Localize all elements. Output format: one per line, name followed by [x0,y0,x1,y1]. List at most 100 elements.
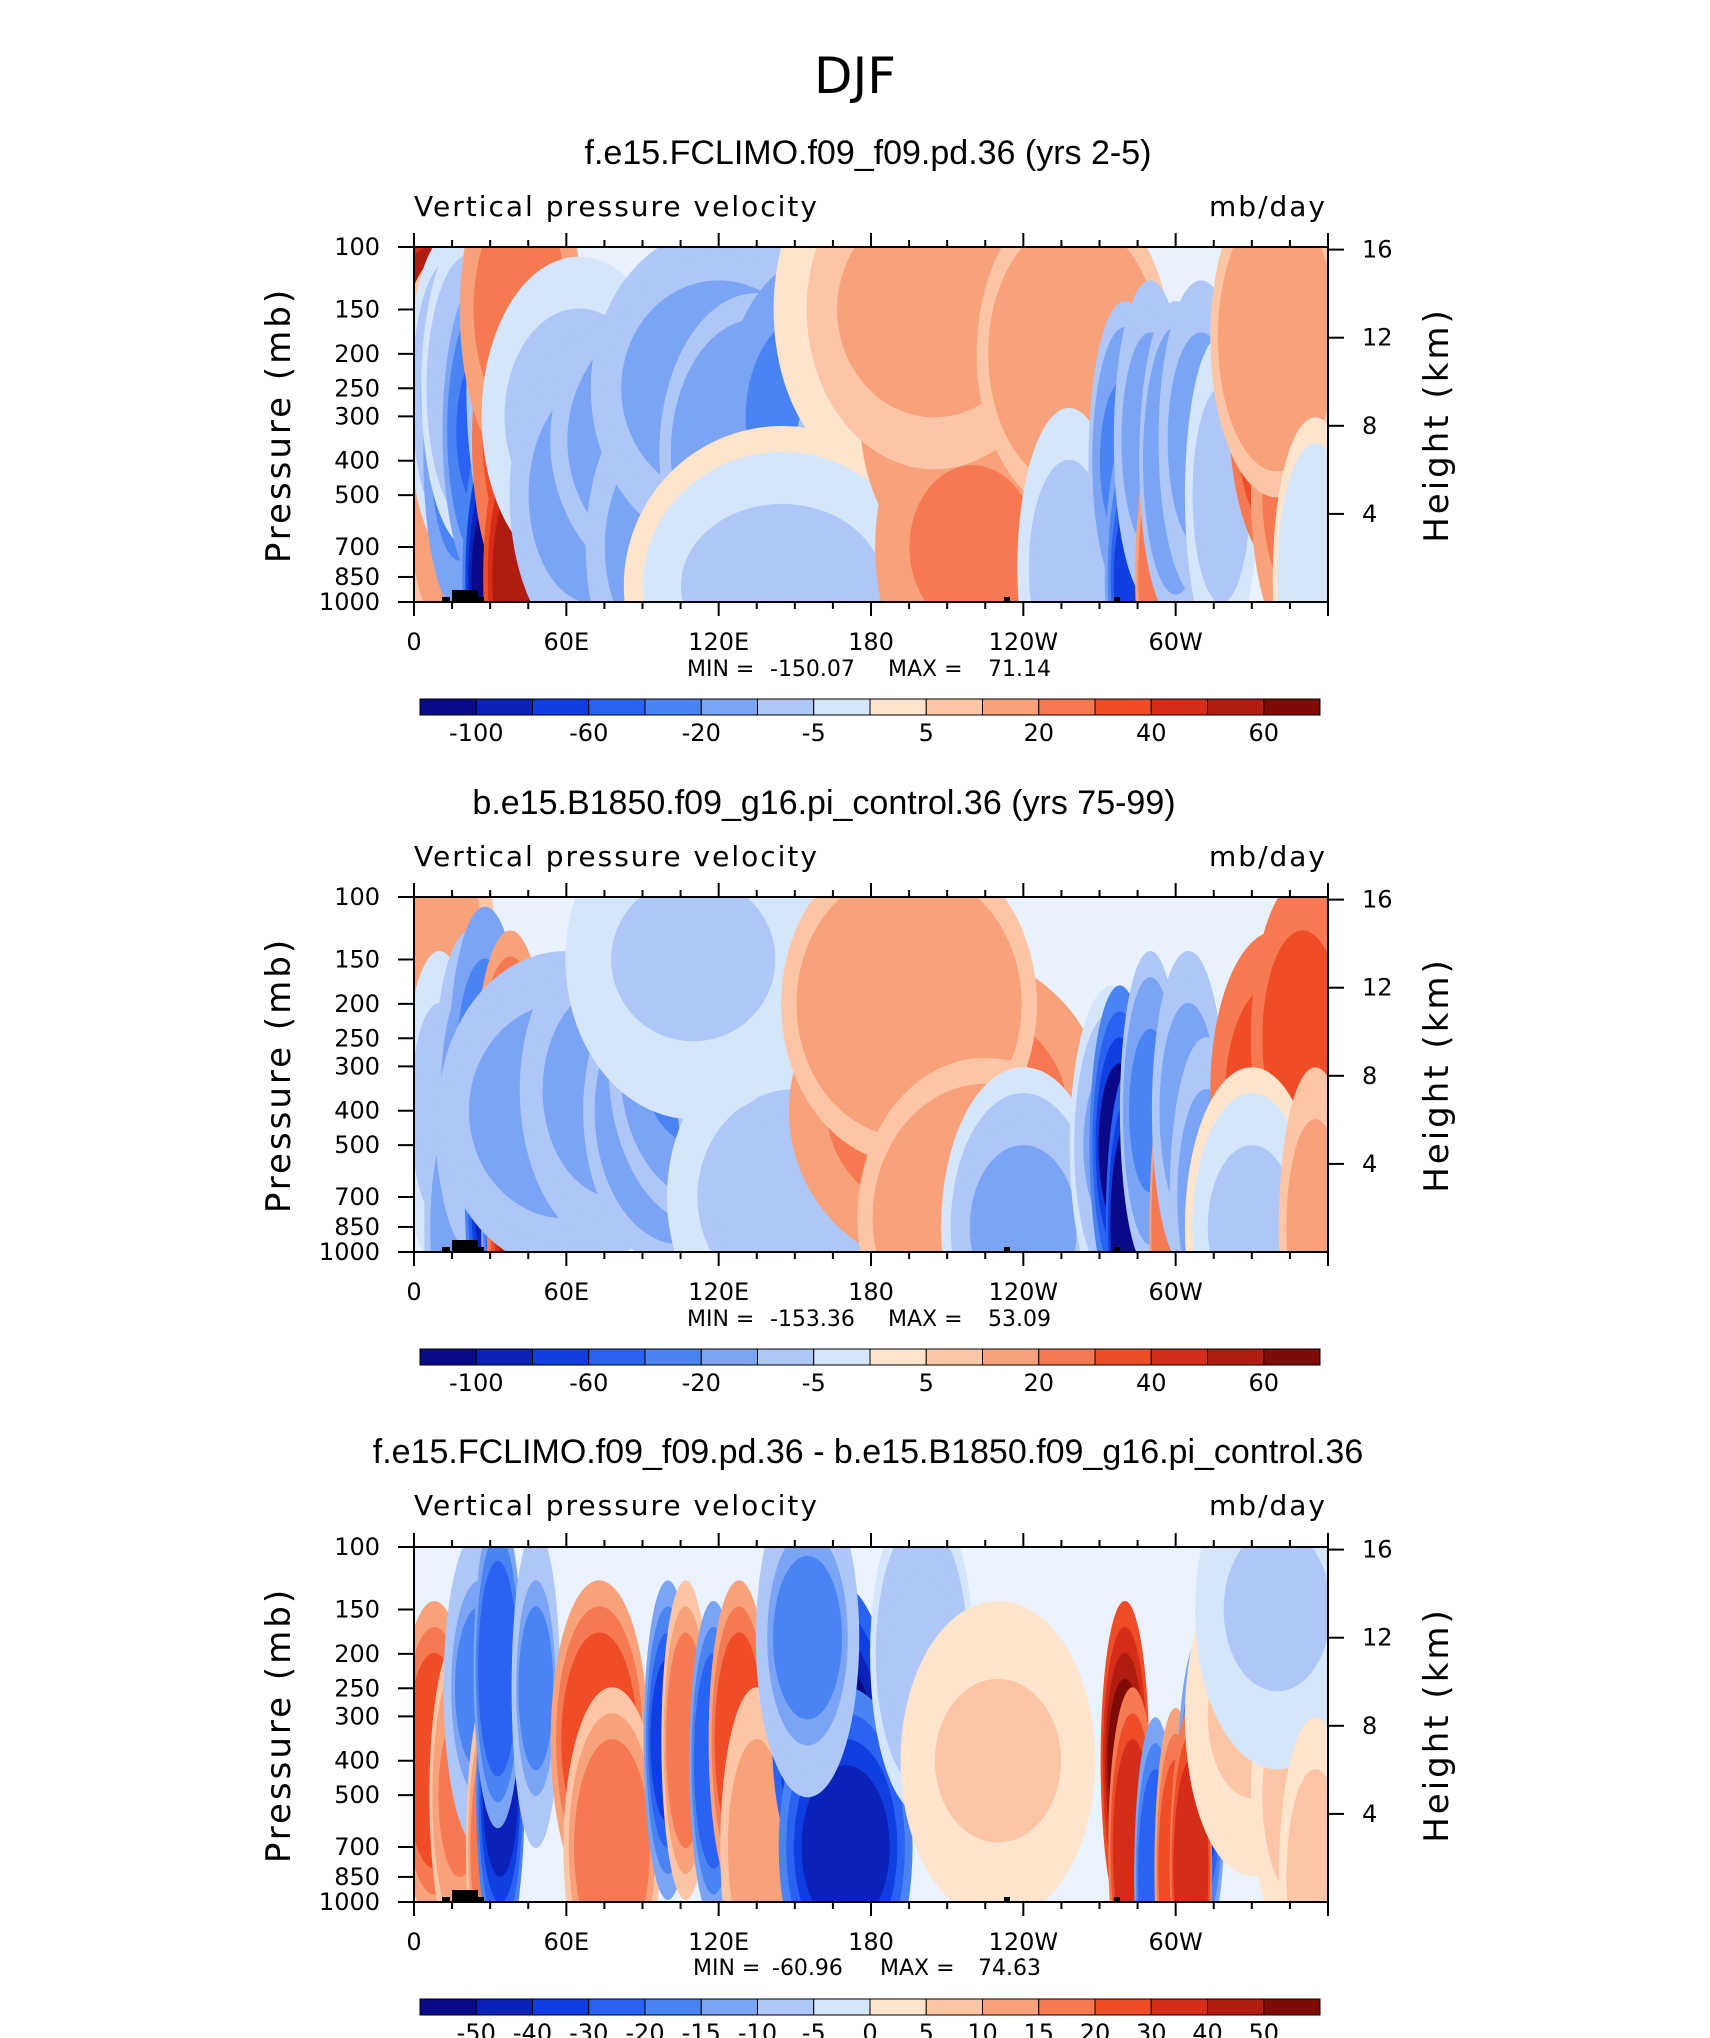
colorbar-box [925,698,983,716]
x-tick-label: 120W [989,628,1059,656]
colorbar-box [419,698,477,716]
colorbar-label: -10 [738,2019,777,2038]
x-tick-label: 180 [848,1278,894,1306]
y-tick-label: 250 [334,1674,380,1702]
contour-region [1233,255,1322,420]
y-tick-label: 400 [334,1097,380,1125]
colorbar-box [1038,1998,1096,2016]
y-tick-label: 150 [334,296,380,324]
colorbar-box [1207,698,1265,716]
colorbar-box [813,1998,871,2016]
topography [1004,1897,1010,1902]
colorbar-box [1038,1348,1096,1366]
y-tick-label: 500 [334,1131,380,1159]
panel-1: f.e15.FCLIMO.f09_f09.pd.36 (yrs 2-5) Ver… [259,134,1614,747]
y-axis-label: Pressure (mb) [259,937,299,1213]
x-tick-label: 60W [1149,1928,1203,1956]
colorbar-box [1150,1348,1208,1366]
max-label: MAX = [888,1307,963,1332]
min-label: MIN = [693,1956,760,1981]
colorbar-box [588,698,646,716]
colorbar-label: 40 [1136,1369,1167,1397]
y-tick-label: 300 [334,1702,380,1730]
topography [442,597,450,602]
y-tick-label: 500 [334,1781,380,1809]
y-axis-label: Pressure (mb) [259,287,299,563]
topography [1544,1247,1554,1252]
colorbar-box [419,1998,477,2016]
colorbar-label: -20 [625,2019,664,2038]
colorbar-label: -100 [449,719,503,747]
y-tick-label: 250 [334,374,380,402]
colorbar-box [1207,1348,1265,1366]
topography [1004,597,1010,602]
y-tick-label: 700 [334,1183,380,1211]
colorbar-label: 20 [1080,2019,1111,2038]
colorbar-label: -20 [682,1369,721,1397]
x-tick-label: 0 [406,1278,421,1306]
colorbar-box [1038,698,1096,716]
min-value: -150.07 [770,657,855,682]
colorbar-label: 0 [862,2019,877,2038]
y-tick-label: 850 [334,1213,380,1241]
colorbar-box [982,698,1040,716]
contour-region [909,465,1036,602]
contour-region [1286,495,1328,602]
y-tick-label: 400 [334,1747,380,1775]
y-axis-label: Pressure (mb) [259,1587,299,1863]
contour-region [1290,1145,1328,1252]
panel-title: f.e15.FCLIMO.f09_f09.pd.36 (yrs 2-5) [585,134,1152,172]
colorbar-box [813,1348,871,1366]
colorbar-label: -15 [682,2019,721,2038]
contour-region [731,1765,782,1902]
topography [442,1897,450,1902]
colorbar-box [869,1998,927,2016]
y-tick-label: 500 [334,481,380,509]
colorbar-box [644,1998,702,2016]
topography [452,1240,478,1252]
contour-region [680,503,884,602]
x-tick-label: 180 [848,628,894,656]
colorbar-label: -5 [802,719,826,747]
contour-region [852,247,1017,392]
colorbar: -50 -40 -30 -20 -15 -10 -5 0 5 10 15 20 30 40 50 [419,1998,1321,2038]
y-tick-label: 200 [334,1640,380,1668]
max-label: MAX = [888,657,963,682]
colorbar-box [869,1348,927,1366]
colorbar-label: -60 [569,719,608,747]
colorbar-box [813,698,871,716]
colorbar-box [757,698,815,716]
colorbar-box [588,1998,646,2016]
min-max-stats: MIN = -150.07 MAX = 71.14 [687,657,1051,682]
colorbar-label: 5 [919,719,934,747]
units-label: mb/day [1209,840,1327,873]
x-tick-label: 60E [543,1278,589,1306]
max-value: 74.63 [978,1956,1041,1981]
x-tick-label: 120W [989,1928,1059,1956]
topography [1564,597,1614,602]
colorbar-box [982,1348,1040,1366]
contour-region [579,1765,645,1902]
colorbar-label: -30 [569,2019,608,2038]
y2-tick-label: 4 [1362,1150,1377,1178]
y-tick-label: 400 [334,447,380,475]
min-value: -153.36 [770,1307,855,1332]
colorbar-box [475,1998,533,2016]
colorbar-box [1094,698,1152,716]
y-tick-label: 700 [334,1833,380,1861]
colorbar-box [475,698,533,716]
contour-region [480,1586,516,1751]
colorbar-label: -20 [682,719,721,747]
colorbar-label: -100 [449,1369,503,1397]
colorbar-box [1150,1998,1208,2016]
colorbar-box [757,1998,815,2016]
panel-title: f.e15.FCLIMO.f09_f09.pd.36 - b.e15.B1850… [373,1433,1363,1471]
y-tick-label: 100 [334,1533,380,1561]
colorbar-label: 50 [1248,2019,1279,2038]
colorbar-label: 10 [967,2019,998,2038]
colorbar-box [1207,1998,1265,2016]
colorbar-label: 30 [1136,2019,1167,2038]
max-value: 71.14 [988,657,1051,682]
